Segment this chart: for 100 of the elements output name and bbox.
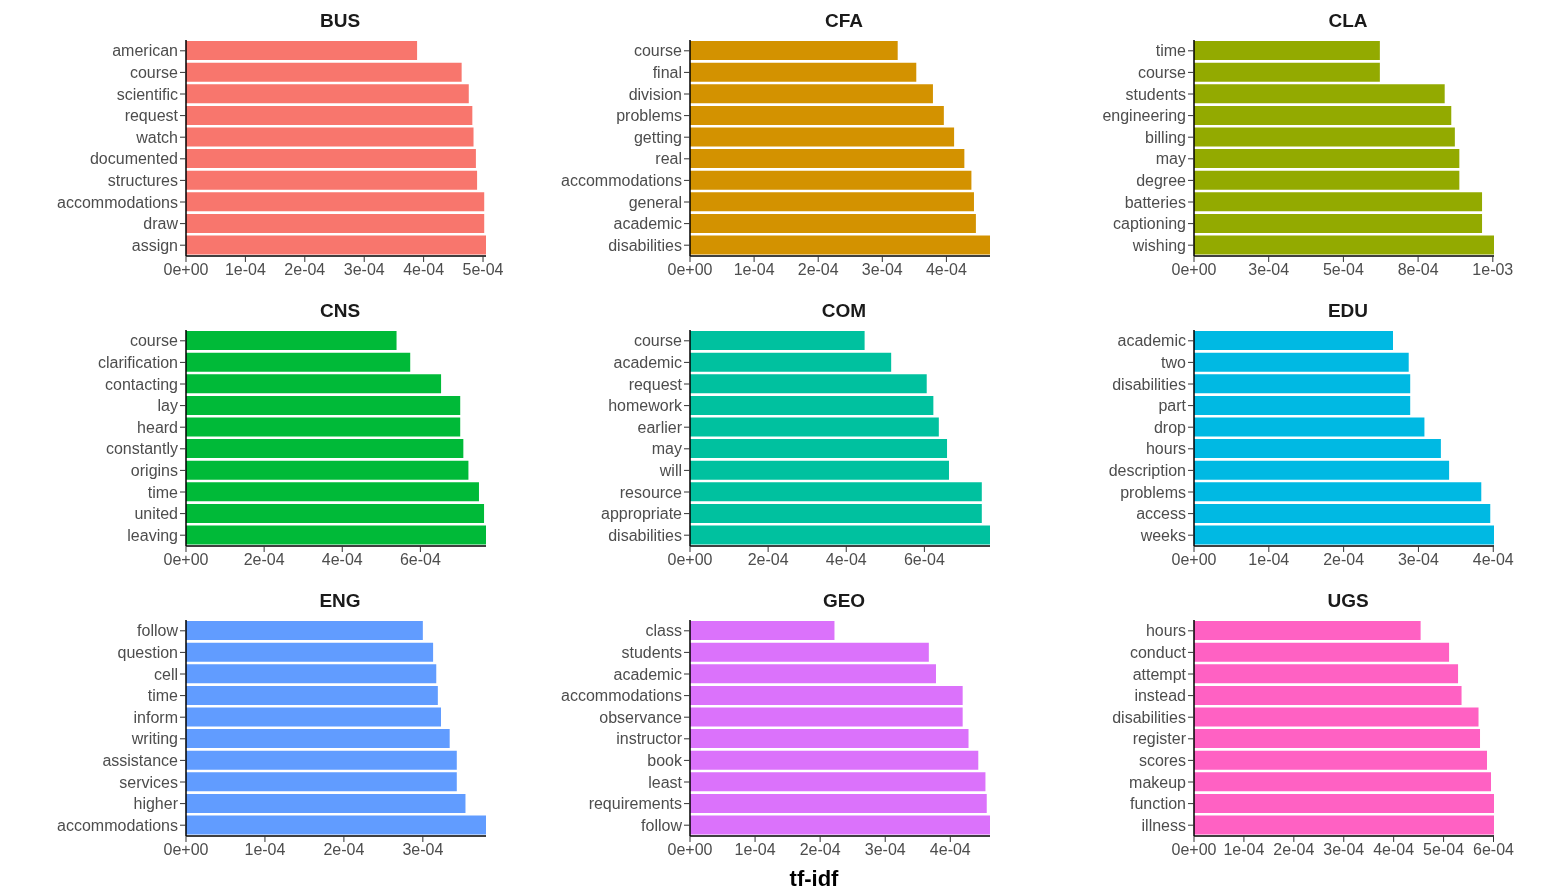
y-tick-label: illness bbox=[1141, 816, 1186, 834]
y-tick-label: course bbox=[129, 64, 179, 82]
y-tick-label: division bbox=[628, 85, 682, 103]
bar bbox=[690, 772, 986, 792]
bar bbox=[186, 213, 485, 233]
y-tick-label: watch bbox=[135, 128, 178, 146]
y-tick-label: academic bbox=[613, 665, 682, 683]
y-tick-label: description bbox=[1108, 462, 1186, 480]
x-tick-label: 3e-04 bbox=[343, 261, 385, 279]
y-tick-label: resource bbox=[619, 483, 683, 501]
y-tick-label: academic bbox=[1117, 332, 1186, 350]
bar bbox=[1194, 621, 1421, 641]
bar bbox=[1194, 707, 1479, 727]
y-tick-label: register bbox=[1132, 730, 1187, 748]
y-tick-label: course bbox=[633, 42, 683, 60]
y-tick-label: academic bbox=[613, 215, 682, 233]
y-tick-label: leaving bbox=[127, 526, 178, 544]
bar bbox=[1194, 352, 1409, 372]
x-tick-label: 1e-04 bbox=[733, 261, 775, 279]
x-tick-label: 1e-04 bbox=[224, 261, 266, 279]
x-tick-label: 2e-04 bbox=[284, 261, 326, 279]
y-tick-label: book bbox=[647, 752, 683, 770]
y-tick-label: services bbox=[119, 773, 178, 791]
y-tick-label: disabilities bbox=[608, 236, 682, 254]
bar bbox=[186, 127, 474, 147]
x-tick-label: 3e-04 bbox=[1248, 261, 1290, 279]
bar bbox=[1194, 170, 1460, 190]
y-tick-label: may bbox=[1155, 150, 1186, 168]
bar bbox=[1194, 503, 1491, 523]
bar bbox=[1194, 149, 1460, 169]
x-tick-label: 6e-04 bbox=[903, 551, 945, 569]
x-tick-label: 4e-04 bbox=[1472, 551, 1514, 569]
bar bbox=[186, 352, 411, 372]
y-tick-label: billing bbox=[1145, 128, 1186, 146]
x-tick-label: 2e-04 bbox=[799, 841, 841, 859]
bar bbox=[186, 707, 441, 727]
y-tick-label: course bbox=[1137, 64, 1187, 82]
x-tick-label: 2e-04 bbox=[1323, 551, 1365, 569]
bar bbox=[1194, 793, 1494, 813]
y-tick-label: american bbox=[112, 42, 178, 60]
bar bbox=[690, 460, 949, 480]
y-tick-label: constantly bbox=[105, 440, 178, 458]
y-tick-label: general bbox=[628, 193, 682, 211]
bar bbox=[690, 417, 939, 437]
y-tick-label: least bbox=[648, 773, 683, 791]
bar bbox=[1194, 62, 1380, 82]
bar bbox=[186, 793, 466, 813]
y-tick-label: observance bbox=[599, 708, 683, 726]
chart-title: COM bbox=[820, 299, 868, 323]
bar bbox=[1194, 460, 1450, 480]
bar bbox=[690, 395, 934, 415]
y-tick-label: problems bbox=[616, 107, 682, 125]
bar bbox=[1194, 395, 1411, 415]
bar bbox=[186, 374, 442, 394]
bar bbox=[690, 439, 948, 459]
y-tick-label: requirements bbox=[588, 795, 682, 813]
y-tick-label: course bbox=[129, 332, 179, 350]
bar bbox=[186, 170, 478, 190]
y-tick-label: earlier bbox=[637, 418, 683, 436]
bar bbox=[186, 331, 397, 351]
y-tick-label: contacting bbox=[105, 375, 178, 393]
x-tick-label: 1e-04 bbox=[734, 841, 776, 859]
y-tick-label: hours bbox=[1145, 440, 1186, 458]
bar bbox=[186, 460, 469, 480]
y-tick-label: united bbox=[134, 505, 178, 523]
y-tick-label: will bbox=[658, 462, 682, 480]
bar bbox=[186, 664, 437, 684]
y-tick-label: access bbox=[1136, 505, 1186, 523]
y-tick-label: accommodations bbox=[561, 687, 682, 705]
x-tick-label: 0e+00 bbox=[667, 841, 713, 859]
y-tick-label: students bbox=[621, 644, 682, 662]
x-tick-label: 5e-04 bbox=[1423, 841, 1465, 859]
y-tick-label: function bbox=[1129, 795, 1186, 813]
y-tick-label: getting bbox=[633, 128, 682, 146]
x-tick-label: 0e+00 bbox=[667, 551, 713, 569]
y-tick-label: assistance bbox=[102, 752, 179, 770]
x-tick-label: 2e-04 bbox=[797, 261, 839, 279]
bar bbox=[186, 503, 485, 523]
y-tick-label: course bbox=[633, 332, 683, 350]
bar bbox=[186, 84, 469, 104]
bar bbox=[186, 62, 462, 82]
chart-title: BUS bbox=[318, 9, 362, 33]
bar bbox=[1194, 374, 1411, 394]
y-tick-label: appropriate bbox=[601, 505, 683, 523]
bar bbox=[1194, 642, 1450, 662]
bar bbox=[1194, 417, 1425, 437]
y-tick-label: wishing bbox=[1131, 236, 1186, 254]
y-tick-label: question bbox=[117, 644, 178, 662]
y-tick-label: makeup bbox=[1129, 773, 1187, 791]
x-tick-label: 1e-03 bbox=[1472, 261, 1514, 279]
x-tick-label: 0e+00 bbox=[163, 261, 209, 279]
bar bbox=[1194, 41, 1380, 61]
x-tick-label: 3e-04 bbox=[1397, 551, 1439, 569]
bar bbox=[690, 170, 972, 190]
bar bbox=[186, 439, 464, 459]
y-tick-label: instead bbox=[1134, 687, 1186, 705]
y-tick-label: scientific bbox=[116, 85, 178, 103]
bar bbox=[690, 621, 835, 641]
bar bbox=[690, 482, 982, 502]
bar bbox=[690, 685, 963, 705]
